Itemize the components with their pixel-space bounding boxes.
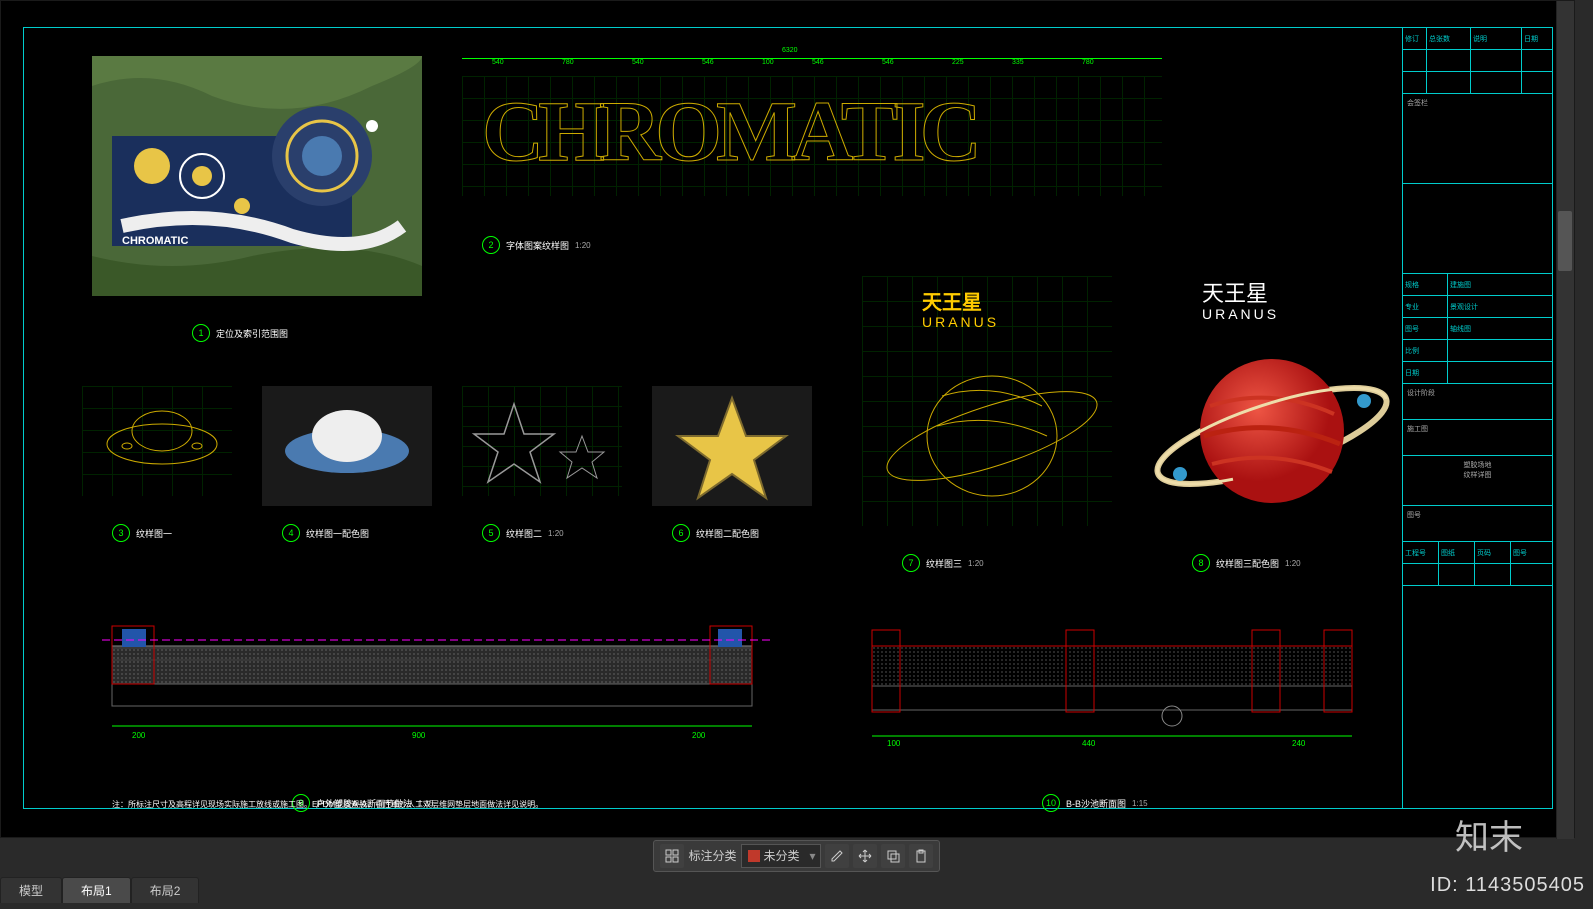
svg-text:200: 200 xyxy=(132,731,146,740)
grid-icon[interactable] xyxy=(660,844,684,868)
panel-uranus-wire: 天王星 URANUS 7 纹样图三 1:20 xyxy=(842,266,1122,546)
panel-num-1: 1 xyxy=(192,324,210,342)
annotation-label: 标注分类 xyxy=(688,847,736,864)
panel-chromatic: CHROMATIC 540 780 540 546 100 546 546 22… xyxy=(462,56,1182,236)
panel-title-1: 定位及索引范围图 xyxy=(216,327,288,340)
svg-text:200: 200 xyxy=(692,731,706,740)
panel-star-color: 6 纹样图二配色图 xyxy=(652,386,812,516)
status-toolbar: 标注分类 未分类 xyxy=(0,838,1593,873)
asset-id: ID: 1143505405 xyxy=(1430,874,1585,897)
panel-title-2: 字体图案纹样图 xyxy=(506,239,569,252)
title-block: 修订 总张数 说明 日期 会签栏 规格 建施图 专业 景观设计 图号 轴线图 xyxy=(1402,28,1552,808)
cad-canvas[interactable]: CHROMATIC 1 定位及索引范围图 CHROMATIC 540 780 5… xyxy=(0,0,1575,838)
chromatic-dims: 540 780 540 546 100 546 546 225 335 780 … xyxy=(462,58,1162,72)
drawing-border: CHROMATIC 1 定位及索引范围图 CHROMATIC 540 780 5… xyxy=(23,27,1553,809)
paste-icon[interactable] xyxy=(909,844,933,868)
svg-text:CHROMATIC: CHROMATIC xyxy=(122,235,188,247)
copy-icon[interactable] xyxy=(881,844,905,868)
category-value: 未分类 xyxy=(764,847,800,864)
scrollbar-thumb[interactable] xyxy=(1558,211,1572,271)
move-icon[interactable] xyxy=(853,844,877,868)
svg-text:100: 100 xyxy=(887,739,901,748)
panel-section-a: 900 200 200 9 户外塑胶A-A断面节做法 1:15 注：所标注尺寸及… xyxy=(72,596,792,786)
tab-model[interactable]: 模型 xyxy=(0,877,62,903)
panel-ufo-wire: 3 纹样图一 xyxy=(72,386,242,516)
category-swatch xyxy=(748,850,760,862)
edit-icon[interactable] xyxy=(825,844,849,868)
tab-layout2[interactable]: 布局2 xyxy=(131,877,200,903)
svg-text:240: 240 xyxy=(1292,739,1306,748)
svg-text:900: 900 xyxy=(412,731,426,740)
annotation-group: 标注分类 未分类 xyxy=(653,840,939,872)
keyplan-svg: CHROMATIC xyxy=(92,56,422,296)
panel-keyplan: CHROMATIC 1 定位及索引范围图 xyxy=(92,56,422,316)
panel-uranus-color: 天王星 URANUS xyxy=(1132,266,1392,546)
panel-section-b: 100 440 240 10 B-B沙池断面图 1:15 xyxy=(832,606,1392,786)
watermark-text: 知末 xyxy=(1455,810,1523,859)
category-dropdown[interactable]: 未分类 xyxy=(741,844,821,868)
vertical-scrollbar[interactable] xyxy=(1556,1,1574,839)
chromatic-text: CHROMATIC xyxy=(482,81,976,181)
panel-ufo-color: 4 纹样图一配色图 xyxy=(262,386,432,516)
panel-star-wire: 5 纹样图二 1:20 xyxy=(452,386,632,516)
layout-tabs: 模型 布局1 布局2 xyxy=(0,877,199,903)
svg-text:440: 440 xyxy=(1082,739,1096,748)
section9-note: 注：所标注尺寸及高程详见现场实际施工放线或施工图。EPDM现浇塑胶，中性细沙人工… xyxy=(112,799,543,810)
tab-layout1[interactable]: 布局1 xyxy=(62,877,131,903)
panel-num-2: 2 xyxy=(482,236,500,254)
